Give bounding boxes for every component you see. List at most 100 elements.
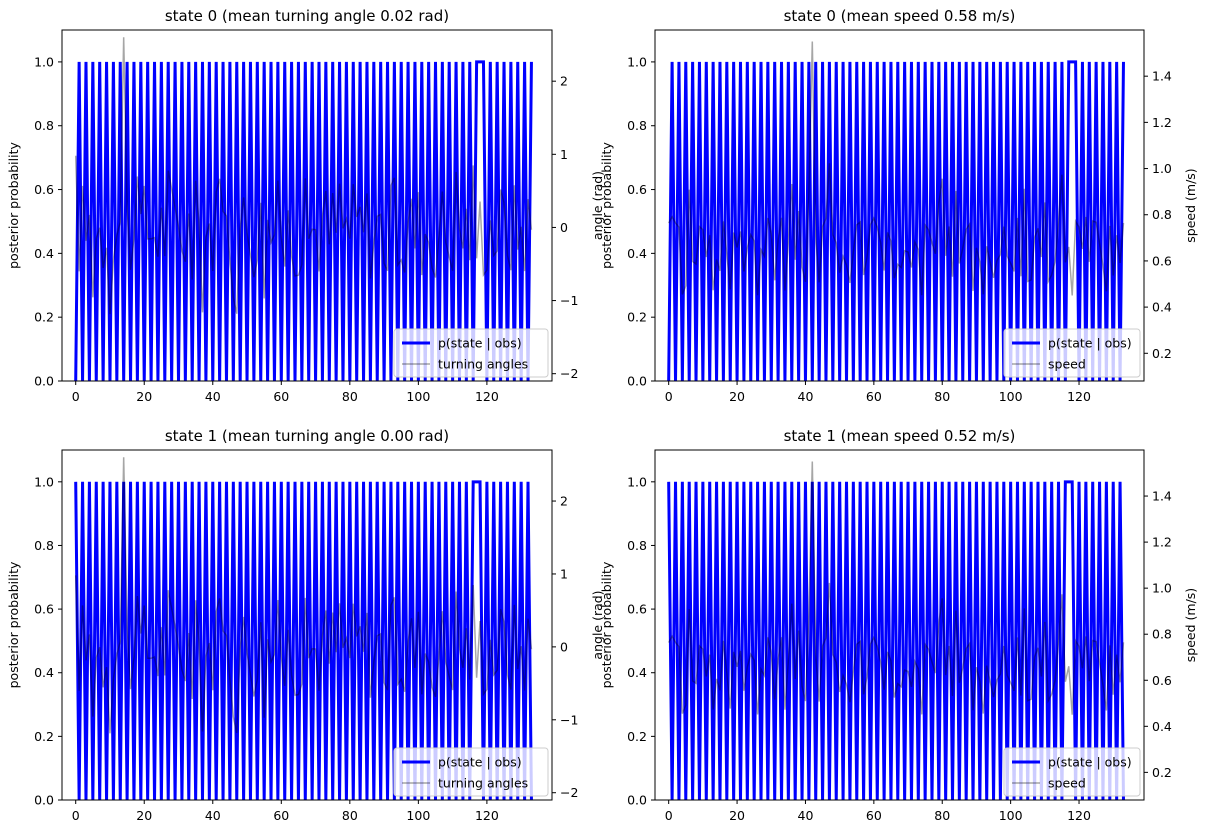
y2-tick-label: 0 [560, 639, 568, 654]
x-tick-label: 60 [866, 389, 882, 404]
x-tick-label: 120 [475, 808, 499, 823]
y2-tick-label: 1.0 [1152, 161, 1172, 176]
y2-axis-label: angle (rad) [590, 171, 605, 240]
axes-frame [654, 29, 1145, 382]
x-tick-label: 0 [665, 389, 673, 404]
x-tick-label: 40 [798, 389, 814, 404]
y2-tick-label: 0.2 [1152, 346, 1172, 361]
y-tick-label: 0.8 [627, 538, 647, 553]
y2-tick-label: 1.2 [1152, 115, 1172, 130]
y2-axis-label: speed (m/s) [1183, 168, 1198, 242]
y-tick-label: 0.4 [34, 665, 54, 680]
chart-panel-0: 0 20 40 60 80 100 120 0.0 0.2 0.4 0.6 0.8 1.0 −2 −1 0 1 2… [6, 7, 605, 404]
axes-frame [654, 449, 1145, 801]
axes-frame [61, 449, 553, 801]
y-tick-label: 0.0 [627, 374, 647, 389]
observation-series [668, 461, 1125, 715]
legend: p(state | obs) speed [1003, 328, 1141, 378]
y-tick-label: 0.6 [34, 182, 54, 197]
y-tick-label: 1.0 [34, 474, 54, 489]
legend-label-observation: speed [1048, 357, 1086, 372]
y2-tick-label: −2 [560, 366, 578, 381]
y-tick-label: 1.0 [34, 54, 54, 69]
posterior-series [667, 60, 1125, 381]
posterior-series [667, 480, 1125, 800]
legend-box [393, 328, 549, 378]
observation-series [74, 457, 533, 734]
chart-panel-3: 0 20 40 60 80 100 120 0.0 0.2 0.4 0.6 0.8 1.0 0.2 0.4 0… [599, 427, 1198, 823]
x-tick-label: 100 [406, 389, 430, 404]
y-tick-label: 0.6 [627, 182, 647, 197]
x-tick-label: 20 [729, 808, 745, 823]
y2-tick-label: 1.4 [1152, 489, 1172, 504]
chart-title: state 0 (mean speed 0.58 m/s) [784, 7, 1016, 25]
x-tick-label: 120 [475, 389, 499, 404]
chart-panel-1: 0 20 40 60 80 100 120 0.0 0.2 0.4 0.6 0.8 1.0 0.2 0.4 0… [599, 7, 1198, 404]
axes-frame [61, 29, 553, 382]
y-axis-label: posterior probability [6, 142, 21, 269]
x-tick-label: 100 [406, 808, 430, 823]
y-tick-label: 0.0 [34, 374, 54, 389]
legend-label-observation: turning angles [438, 776, 528, 791]
legend-label-posterior: p(state | obs) [1048, 336, 1132, 351]
legend: p(state | obs) turning angles [393, 328, 549, 378]
y-tick-label: 0.8 [34, 538, 54, 553]
y-axis-label: posterior probability [6, 561, 21, 688]
x-tick-label: 100 [999, 389, 1023, 404]
x-tick-label: 100 [999, 808, 1023, 823]
legend-label-observation: turning angles [438, 357, 528, 372]
y-tick-label: 1.0 [627, 474, 647, 489]
legend-box [393, 747, 549, 797]
legend-label-observation: speed [1048, 776, 1086, 791]
y2-tick-label: 0.6 [1152, 253, 1172, 268]
y-tick-label: 0.4 [34, 246, 54, 261]
posterior-series [74, 480, 533, 800]
legend: p(state | obs) turning angles [393, 747, 549, 797]
y2-tick-label: 0 [560, 220, 568, 235]
y2-tick-label: −2 [560, 785, 578, 800]
y-tick-label: 0.2 [34, 729, 54, 744]
x-tick-label: 20 [136, 808, 152, 823]
y2-tick-label: 0.8 [1152, 207, 1172, 222]
legend-label-posterior: p(state | obs) [438, 336, 522, 351]
y2-tick-label: 2 [560, 494, 568, 509]
y2-tick-label: 0.4 [1152, 300, 1172, 315]
y2-tick-label: 1.2 [1152, 535, 1172, 550]
x-tick-label: 0 [72, 389, 80, 404]
x-tick-label: 40 [798, 808, 814, 823]
x-tick-label: 0 [665, 808, 673, 823]
y-tick-label: 0.4 [627, 665, 647, 680]
y2-axis-label: speed (m/s) [1183, 588, 1198, 662]
x-tick-label: 80 [342, 808, 358, 823]
y2-tick-label: 1.4 [1152, 69, 1172, 84]
legend-box [1003, 328, 1141, 378]
legend-label-posterior: p(state | obs) [438, 755, 522, 770]
y-tick-label: 0.2 [627, 729, 647, 744]
y-tick-label: 0.4 [627, 246, 647, 261]
y2-tick-label: −1 [560, 712, 578, 727]
y2-tick-label: 1 [560, 147, 568, 162]
y2-tick-label: 1 [560, 566, 568, 581]
x-tick-label: 60 [866, 808, 882, 823]
y-tick-label: 0.8 [34, 118, 54, 133]
x-tick-label: 20 [136, 389, 152, 404]
y-axis-label: posterior probability [599, 142, 614, 269]
x-tick-label: 60 [273, 808, 289, 823]
y-tick-label: 0.6 [627, 602, 647, 617]
y-tick-label: 0.6 [34, 602, 54, 617]
chart-title: state 0 (mean turning angle 0.02 rad) [165, 7, 449, 25]
legend-label-posterior: p(state | obs) [1048, 755, 1132, 770]
x-tick-label: 120 [1067, 808, 1091, 823]
y2-tick-label: 0.8 [1152, 627, 1172, 642]
y2-tick-label: 2 [560, 74, 568, 89]
x-tick-label: 80 [934, 808, 950, 823]
y-tick-label: 0.8 [627, 118, 647, 133]
observation-series [74, 37, 533, 315]
x-tick-label: 120 [1067, 389, 1091, 404]
chart-title: state 1 (mean turning angle 0.00 rad) [165, 427, 449, 445]
y-tick-label: 0.0 [627, 793, 647, 808]
chart-title: state 1 (mean speed 0.52 m/s) [784, 427, 1016, 445]
y2-tick-label: 0.6 [1152, 673, 1172, 688]
y2-tick-label: 0.2 [1152, 765, 1172, 780]
